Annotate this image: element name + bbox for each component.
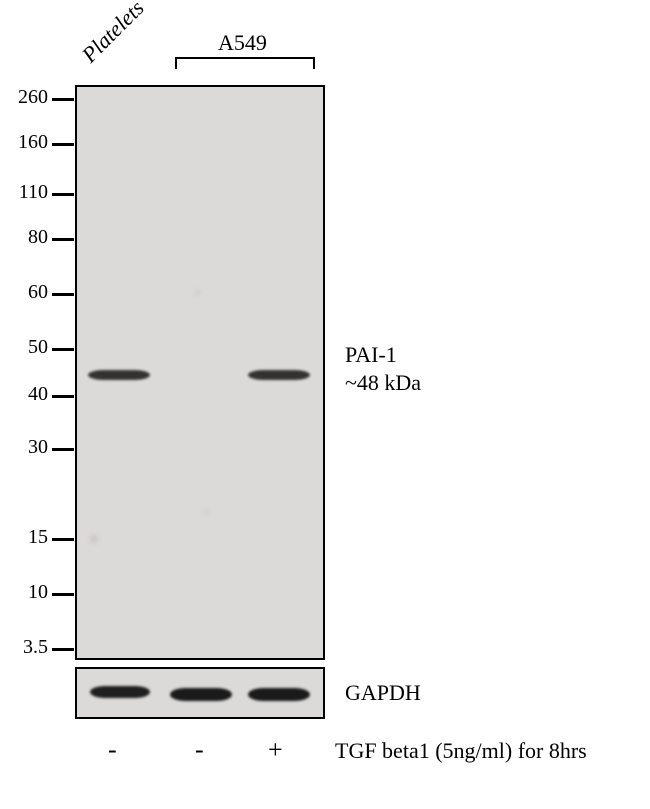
gapdh-band-lane2 — [170, 688, 232, 701]
gapdh-band-lane1 — [90, 686, 150, 698]
treatment-lane1: - — [108, 735, 117, 765]
lane-label-a549: A549 — [218, 30, 267, 56]
mw-tick-15 — [52, 538, 74, 541]
mw-label-110: 110 — [8, 181, 48, 204]
pai1-band-lane1 — [88, 370, 150, 380]
mw-label-3.5: 3.5 — [8, 636, 48, 659]
noise-dot-0 — [90, 535, 98, 543]
mw-tick-60 — [52, 293, 74, 296]
treatment-lane3: + — [268, 735, 283, 765]
mw-tick-3.5 — [52, 648, 74, 651]
pai1-band-lane3 — [248, 370, 310, 380]
mw-label-30: 30 — [8, 436, 48, 459]
mw-label-160: 160 — [8, 131, 48, 154]
mw-label-50: 50 — [8, 336, 48, 359]
target-protein-label: PAI-1 — [345, 342, 397, 368]
mw-label-60: 60 — [8, 281, 48, 304]
mw-label-80: 80 — [8, 226, 48, 249]
mw-tick-50 — [52, 348, 74, 351]
mw-tick-40 — [52, 395, 74, 398]
mw-label-10: 10 — [8, 581, 48, 604]
gapdh-band-lane3 — [248, 688, 310, 701]
western-blot-figure: Platelets A549 260 160 110 80 60 50 40 30 15 10 3.… — [0, 0, 650, 809]
treatment-lane2: - — [195, 735, 204, 765]
loading-control-label: GAPDH — [345, 680, 421, 706]
noise-dot-2 — [205, 510, 209, 514]
mw-tick-260 — [52, 98, 74, 101]
mw-tick-80 — [52, 238, 74, 241]
mw-tick-30 — [52, 448, 74, 451]
noise-dot-1 — [195, 290, 200, 295]
mw-label-260: 260 — [8, 86, 48, 109]
mw-tick-160 — [52, 143, 74, 146]
mw-tick-110 — [52, 193, 74, 196]
mw-label-40: 40 — [8, 383, 48, 406]
target-mw-label: ~48 kDa — [345, 370, 421, 396]
lane-label-platelets: Platelets — [77, 0, 150, 68]
mw-label-15: 15 — [8, 526, 48, 549]
mw-tick-10 — [52, 593, 74, 596]
lane-bracket-a549 — [175, 57, 315, 69]
treatment-caption: TGF beta1 (5ng/ml) for 8hrs — [335, 738, 587, 764]
